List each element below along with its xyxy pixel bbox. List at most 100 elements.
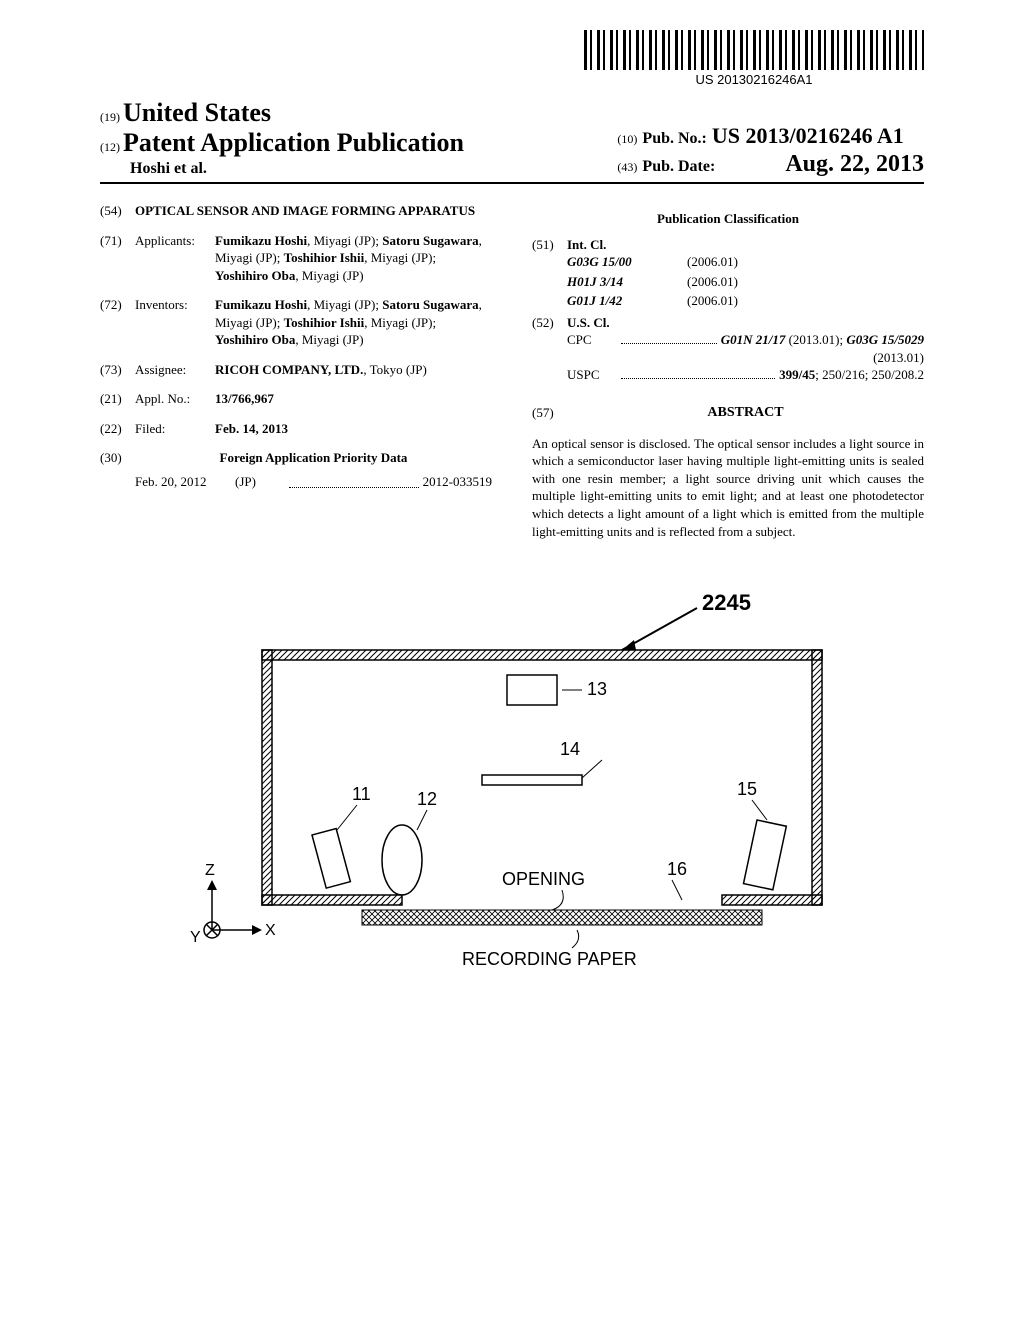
axis-x: X [265,922,276,939]
intcl-ver-2: (2006.01) [687,292,738,310]
field-applicants: (71) Applicants: Fumikazu Hoshi, Miyagi … [100,232,492,285]
cpc-label: CPC [567,331,617,349]
intcl-code: (51) [532,236,567,312]
figure-svg: 2245 13 14 11 [162,590,862,1020]
fig-el-11 [312,829,350,889]
field-title: (54) OPTICAL SENSOR AND IMAGE FORMING AP… [100,202,492,220]
fig-el-14 [482,775,582,785]
recording-paper-strip [362,910,762,925]
field-applno: (21) Appl. No.: 13/766,967 [100,390,492,408]
pubdate-prefix: (43) [617,160,637,174]
country-line: (19) United States [100,98,464,128]
left-column: (54) OPTICAL SENSOR AND IMAGE FORMING AP… [100,202,492,540]
right-column: Publication Classification (51) Int. Cl.… [532,202,924,540]
priority-date: Feb. 20, 2012 [135,473,235,491]
filed-value: Feb. 14, 2013 [215,420,492,438]
intcl-row-0: G03G 15/00 (2006.01) [567,253,924,271]
header-authors: Hoshi et al. [100,160,464,178]
figure-area: 2245 13 14 11 [100,590,924,1024]
fig-el-12 [382,825,422,895]
assignee-value: RICOH COMPANY, LTD., Tokyo (JP) [215,361,492,379]
abstract-code: (57) [532,404,567,423]
intcl-ver-0: (2006.01) [687,253,738,271]
cpc-row: CPC G01N 21/17 (2013.01); G03G 15/5029 [567,331,924,349]
field-filed: (22) Filed: Feb. 14, 2013 [100,420,492,438]
pubdate-value: Aug. 22, 2013 [785,151,924,177]
filed-code: (22) [100,420,135,438]
intcl-code-0: G03G 15/00 [567,253,687,271]
abstract-header: (57) ABSTRACT [532,404,924,423]
barcode-text: US 20130216246A1 [584,72,924,87]
field-uscl: (52) U.S. Cl. CPC G01N 21/17 (2013.01); … [532,314,924,384]
uspc-label: USPC [567,366,617,384]
fig-label-opening: OPENING [502,869,585,889]
pubno-prefix: (10) [617,132,637,146]
header-left: (19) United States (12) Patent Applicati… [100,98,464,178]
priority-dots [289,473,419,488]
uspc-dots [621,378,775,379]
pub-type-prefix: (12) [100,140,120,154]
inventors-value: Fumikazu Hoshi, Miyagi (JP); Satoru Suga… [215,296,492,349]
fig-el-13 [507,675,557,705]
cpc-dots [621,343,717,344]
applno-value: 13/766,967 [215,390,492,408]
applicants-code: (71) [100,232,135,285]
header: (19) United States (12) Patent Applicati… [100,98,924,184]
uscl-code: (52) [532,314,567,384]
pub-type-line: (12) Patent Application Publication [100,128,464,158]
cpc-value-cont: (2013.01) [567,349,924,367]
fig-label-16: 16 [667,859,687,879]
pubclass-heading: Publication Classification [532,210,924,228]
applicants-label: Applicants: [135,232,215,285]
intcl-code-1: H01J 3/14 [567,273,687,291]
fig-label-14: 14 [560,739,580,759]
fig-el-15 [743,820,786,890]
country-prefix: (19) [100,110,120,124]
intcl-row-2: G01J 1/42 (2006.01) [567,292,924,310]
barcode: US 20130216246A1 [584,30,924,87]
field-foreign: (30) Foreign Application Priority Data [100,449,492,467]
fig-label-13: 13 [587,679,607,699]
foreign-code: (30) [100,449,135,467]
applicants-value: Fumikazu Hoshi, Miyagi (JP); Satoru Suga… [215,232,492,285]
uspc-row: USPC 399/45; 250/216; 250/208.2 [567,366,924,384]
fig-label-11: 11 [352,784,371,804]
priority-row: Feb. 20, 2012 (JP) 2012-033519 [100,473,492,491]
field-intcl: (51) Int. Cl. G03G 15/00 (2006.01) H01J … [532,236,924,312]
header-right: (10) Pub. No.: US 2013/0216246 A1 (43) P… [617,123,924,178]
applno-label: Appl. No.: [135,390,215,408]
abstract-text: An optical sensor is disclosed. The opti… [532,435,924,540]
fig-label-recording-paper: RECORDING PAPER [462,949,637,969]
pubdate-label: Pub. Date: [642,158,715,175]
pubdate-line: (43) Pub. Date: Aug. 22, 2013 [617,151,924,178]
pubno-line: (10) Pub. No.: US 2013/0216246 A1 [617,123,924,149]
axis-z: Z [205,862,215,879]
field-inventors: (72) Inventors: Fumikazu Hoshi, Miyagi (… [100,296,492,349]
abstract-heading: ABSTRACT [567,404,924,423]
field-assignee: (73) Assignee: RICOH COMPANY, LTD., Toky… [100,361,492,379]
priority-country: (JP) [235,473,285,491]
pubno-value: US 2013/0216246 A1 [712,123,904,148]
foreign-heading: Foreign Application Priority Data [135,449,492,467]
applno-code: (21) [100,390,135,408]
title-code: (54) [100,202,135,220]
intcl-row-1: H01J 3/14 (2006.01) [567,273,924,291]
pub-type: Patent Application Publication [123,128,464,157]
fig-label-15: 15 [737,779,757,799]
filed-label: Filed: [135,420,215,438]
country: United States [123,98,271,127]
assignee-code: (73) [100,361,135,379]
assignee-label: Assignee: [135,361,215,379]
intcl-code-2: G01J 1/42 [567,292,687,310]
uspc-value: 399/45; 250/216; 250/208.2 [779,366,924,384]
pubno-label: Pub. No.: [642,130,706,147]
priority-number: 2012-033519 [423,473,492,491]
intcl-label: Int. Cl. [567,236,924,254]
body-columns: (54) OPTICAL SENSOR AND IMAGE FORMING AP… [100,202,924,540]
intcl-ver-1: (2006.01) [687,273,738,291]
axis-y: Y [190,929,201,946]
fig-label-2245: 2245 [702,590,751,615]
barcode-area: US 20130216246A1 [100,30,924,88]
cpc-value: G01N 21/17 (2013.01); G03G 15/5029 [721,331,924,349]
fig-label-12: 12 [417,789,437,809]
